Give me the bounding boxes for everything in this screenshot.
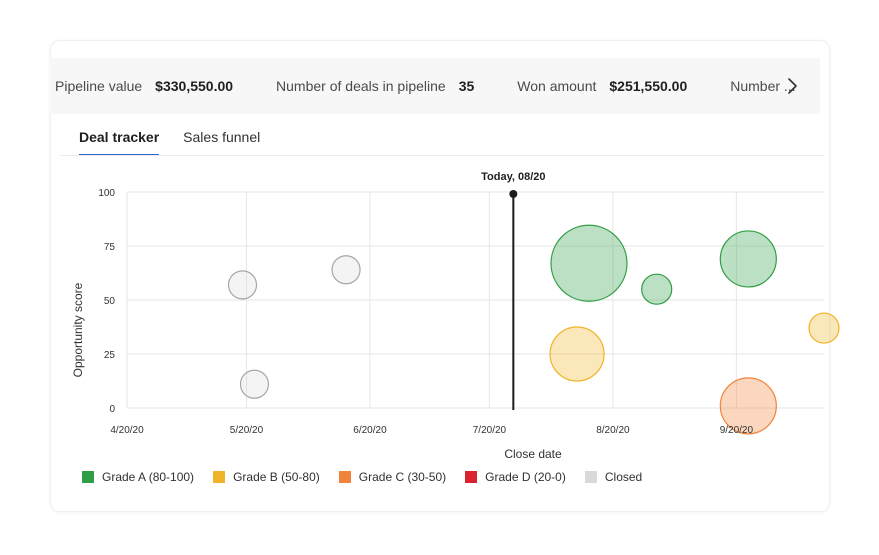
bubble-closed (331, 255, 361, 285)
legend-item: Grade A (80-100) (82, 470, 194, 484)
kpi-value: 35 (458, 78, 475, 94)
bubble-closed (227, 270, 258, 300)
today-dot (509, 190, 518, 198)
x-tick-label: 6/20/20 (353, 425, 387, 436)
x-axis-label: Close date (504, 447, 562, 461)
bubble-grade_a (550, 224, 628, 302)
legend-label: Grade A (80-100) (102, 470, 195, 484)
legend-label: Grade B (50-80) (233, 470, 320, 484)
bubble-closed (239, 369, 270, 399)
chart-legend: Grade A (80-100) Grade B (50-80) Grade C… (82, 470, 661, 484)
bubble-grade_a (641, 273, 673, 305)
legend-item: Grade D (20-0) (465, 470, 566, 484)
y-tick-label: 50 (104, 296, 116, 307)
y-tick-label: 25 (104, 350, 116, 361)
kpi-label: Number of deals in pipeline (276, 78, 446, 94)
y-tick-label: 75 (104, 242, 116, 253)
legend-item: Grade C (30-50) (338, 470, 447, 484)
today-marker: Today, 08/20 (481, 171, 546, 410)
tab-sales-funnel[interactable]: Sales funnel (183, 129, 261, 145)
x-tick-label: 9/20/20 (720, 425, 754, 436)
legend-swatch (465, 471, 478, 483)
kpi-number-of-deals: Number of deals in pipeline 35 (276, 78, 474, 94)
kpi-truncated: Number ... (730, 78, 808, 94)
legend-label: Grade C (30-50) (358, 470, 447, 484)
legend-label: Closed (604, 470, 643, 484)
chart-grid (126, 191, 824, 409)
x-tick-label: 7/20/20 (473, 425, 507, 436)
deal-tracker-card (50, 40, 830, 512)
x-tick-label: 8/20/20 (596, 425, 630, 436)
legend-label: Grade D (20-0) (485, 470, 566, 484)
chart-bubbles (227, 224, 840, 435)
legend-swatch (338, 471, 351, 483)
kpi-won-amount: Won amount $251,550.00 (517, 78, 687, 94)
today-label: Today, 08/20 (481, 171, 545, 183)
y-tick-label: 100 (98, 188, 115, 199)
legend-swatch (82, 471, 94, 483)
y-axis-label: Opportunity score (71, 282, 85, 377)
tab-divider (60, 155, 824, 156)
kpi-pipeline-value: Pipeline value $330,550.00 (55, 78, 233, 94)
legend-item: Grade B (50-80) (213, 470, 320, 484)
kpi-value: $330,550.00 (155, 78, 234, 94)
kpi-label: Number ... (730, 78, 796, 94)
chevron-right-icon[interactable] (780, 74, 804, 98)
x-tick-label: 4/20/20 (110, 425, 144, 436)
bubble-grade_a (719, 230, 777, 288)
kpi-label: Pipeline value (55, 78, 143, 94)
x-tick-label: 5/20/20 (230, 425, 264, 436)
kpi-value: $251,550.00 (609, 78, 688, 94)
legend-item: Closed (584, 470, 643, 484)
kpi-bar: Pipeline value $330,550.00 Number of dea… (50, 58, 820, 114)
deal-bubble-chart: Today, 08/20 0 25 50 75 100 4/20/20 5/20/20 6/2… (71, 171, 840, 461)
y-tick-label: 0 (109, 404, 115, 415)
bubble-grade_b (808, 312, 840, 344)
kpi-label: Won amount (517, 78, 597, 94)
legend-swatch (213, 471, 226, 483)
legend-swatch (584, 471, 597, 483)
chart-ticks: 0 25 50 75 100 4/20/20 5/20/20 6/20/20 7/20/20 8/… (98, 188, 753, 436)
bubble-grade_b (549, 326, 605, 382)
bubble-grade_c (719, 377, 777, 435)
